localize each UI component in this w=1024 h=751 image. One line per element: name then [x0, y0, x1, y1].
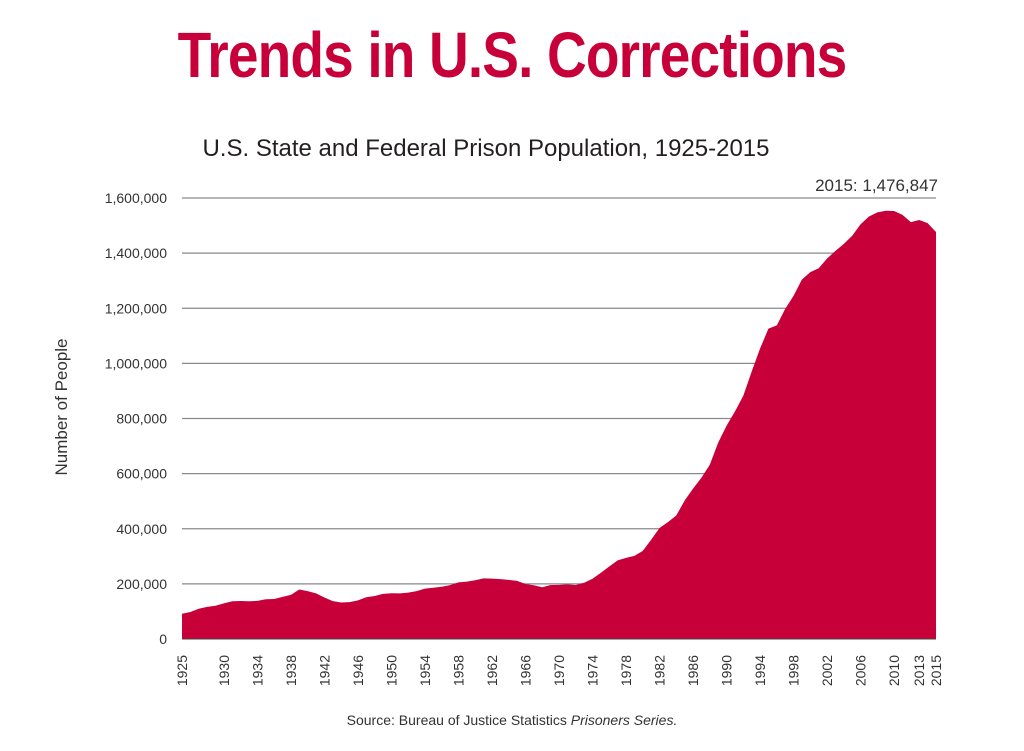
prison-population-area [182, 210, 936, 640]
x-tick-label: 1925 [174, 655, 190, 686]
source-series-name: Prisoners Series. [570, 712, 678, 728]
main-title: Trends in U.S. Corrections [177, 19, 848, 91]
x-tick-label: 1954 [417, 655, 433, 686]
x-tick-label: 1998 [786, 655, 802, 686]
x-tick-label: 1962 [484, 655, 500, 686]
x-tick-label: 1982 [652, 655, 668, 686]
source-note: Source: Bureau of Justice Statistics Pri… [0, 712, 1024, 728]
x-tick-label: 1946 [350, 655, 366, 686]
x-tick-label: 1974 [585, 655, 601, 686]
x-tick-label: 2013 [911, 655, 927, 686]
y-tick-label: 600,000 [116, 466, 167, 482]
y-tick-label: 400,000 [116, 521, 167, 537]
x-tick-label: 2006 [853, 655, 869, 686]
y-tick-label: 1,000,000 [105, 355, 167, 371]
chart-subtitle: U.S. State and Federal Prison Population… [202, 135, 770, 162]
y-axis: 0 200,000 400,000 600,000 800,000 1,000,000 1,… [105, 190, 936, 647]
source-label: Source [346, 712, 391, 728]
final-value-annotation: 2015: 1,476,847 [815, 176, 938, 195]
x-tick-label: 1994 [752, 655, 768, 686]
x-tick-label: 1950 [383, 655, 399, 686]
x-tick-label: 1990 [719, 655, 735, 686]
x-tick-label: 1942 [316, 655, 332, 686]
y-tick-label: 0 [159, 631, 167, 647]
x-tick-label: 1978 [618, 655, 634, 686]
y-axis-label: Number of People [52, 338, 71, 475]
y-tick-label: 200,000 [116, 576, 167, 592]
y-tick-label: 800,000 [116, 411, 167, 427]
x-axis: 1925 1930 1934 1938 1942 1946 1950 1954 1958 1962… [174, 655, 944, 686]
x-tick-label: 1930 [216, 655, 232, 686]
x-tick-label: 1966 [518, 655, 534, 686]
y-tick-label: 1,400,000 [105, 245, 167, 261]
x-tick-label: 1938 [283, 655, 299, 686]
x-tick-label: 1970 [551, 655, 567, 686]
x-tick-label: 2010 [886, 655, 902, 686]
x-tick-label: 2002 [819, 655, 835, 686]
x-tick-label: 1958 [451, 655, 467, 686]
y-tick-label: 1,200,000 [105, 300, 167, 316]
y-tick-label: 1,600,000 [105, 190, 167, 206]
x-tick-label: 1934 [249, 655, 265, 686]
source-text: : Bureau of Justice Statistics [391, 712, 571, 728]
x-tick-label: 2015 [928, 655, 944, 686]
x-tick-label: 1986 [685, 655, 701, 686]
